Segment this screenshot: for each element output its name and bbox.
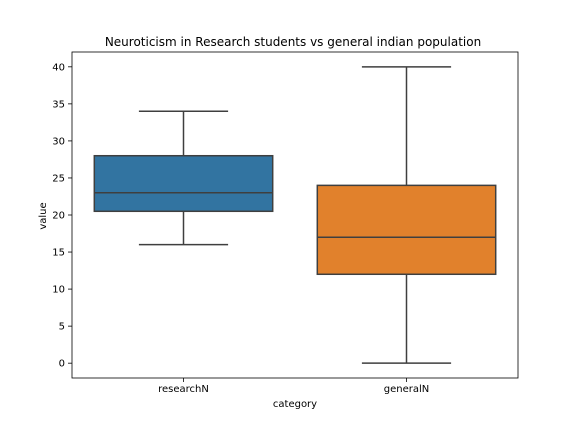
x-tick-label: generalN (384, 384, 430, 395)
y-tick-label: 35 (52, 99, 65, 110)
y-tick-label: 25 (52, 173, 65, 184)
y-tick-label: 40 (52, 62, 65, 73)
y-tick-label: 10 (52, 285, 65, 296)
box-generalN (316, 184, 497, 276)
box-researchN (93, 154, 274, 213)
y-tick-label: 5 (59, 322, 65, 333)
y-axis-label: value (38, 202, 49, 229)
x-axis-label: category (273, 399, 317, 410)
chart-title: Neuroticism in Research students vs gene… (105, 35, 481, 49)
y-tick-label: 15 (52, 248, 65, 259)
y-tick-label: 20 (52, 211, 65, 222)
plot-frame (71, 51, 519, 379)
y-tick-label: 30 (52, 136, 65, 147)
y-tick-label: 0 (59, 359, 65, 370)
x-tick-label: researchN (158, 384, 209, 395)
plot-area: 0 5 10 15 20 25 30 35 40 researchN generalN (52, 51, 519, 395)
